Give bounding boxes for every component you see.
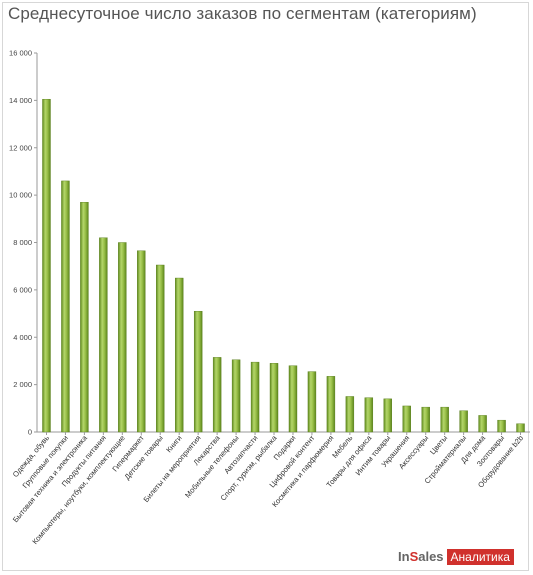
insales-logo: InSales Аналитика — [398, 549, 514, 565]
bar — [402, 405, 411, 433]
bar — [516, 423, 525, 433]
y-tick-label: 4 000 — [13, 333, 32, 342]
y-tick-label: 8 000 — [13, 238, 32, 247]
y-tick-label: 16 000 — [9, 49, 32, 58]
category-label: Бытовая техника и электроника — [11, 433, 90, 524]
bar — [42, 98, 51, 433]
bar — [478, 415, 487, 433]
bar — [61, 180, 70, 433]
bar — [99, 237, 108, 433]
y-tick-label: 2 000 — [13, 380, 32, 389]
bar — [288, 365, 298, 433]
y-tick-label: 6 000 — [13, 285, 32, 294]
logo-part-2: S — [409, 549, 419, 564]
bar — [383, 398, 392, 433]
chart-title: Среднесуточное число заказов по сегмента… — [8, 4, 477, 23]
bar — [156, 264, 165, 433]
bar — [421, 406, 430, 433]
y-tick-label: 0 — [28, 428, 32, 437]
bar — [193, 310, 203, 433]
bar — [175, 277, 184, 433]
bar — [440, 406, 449, 433]
bar — [212, 357, 222, 433]
bar — [459, 410, 468, 433]
logo-part-1: In — [398, 549, 410, 564]
bar — [137, 250, 146, 433]
bar — [80, 202, 89, 433]
logo-badge: Аналитика — [446, 549, 514, 565]
y-tick-label: 12 000 — [9, 143, 32, 152]
bar — [118, 242, 127, 433]
bar — [269, 363, 279, 433]
y-tick-label: 14 000 — [9, 96, 32, 105]
bar — [250, 361, 260, 433]
bar — [231, 359, 241, 433]
bar — [497, 419, 506, 433]
bar — [364, 397, 374, 433]
bar — [326, 376, 336, 433]
chart-frame — [2, 2, 529, 571]
bar — [307, 371, 317, 433]
y-tick-label: 10 000 — [9, 191, 32, 200]
logo-part-3: ales — [418, 549, 444, 564]
bar — [345, 396, 355, 433]
